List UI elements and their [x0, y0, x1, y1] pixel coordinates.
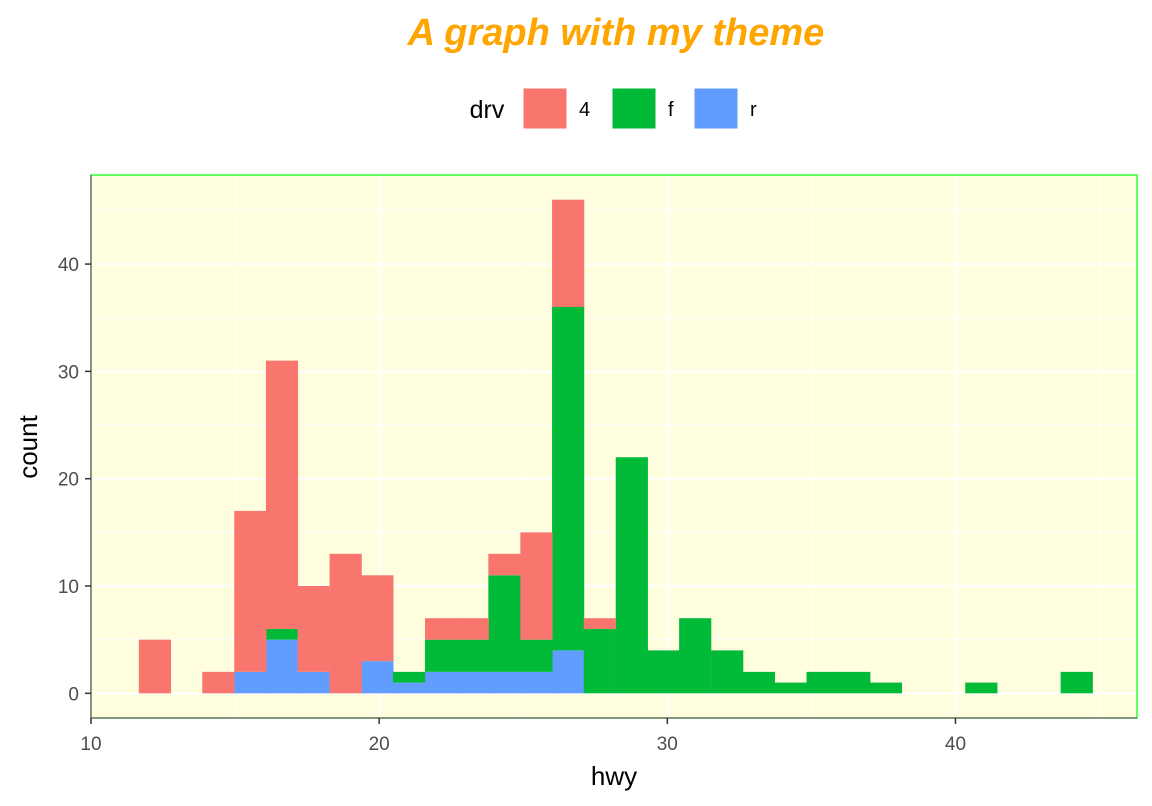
bar-f: [965, 682, 998, 694]
bar-f: [806, 671, 839, 694]
y-tick-label: 0: [68, 684, 79, 705]
bar-r: [488, 671, 521, 694]
legend-key-f: [611, 87, 657, 130]
bar-f: [647, 650, 680, 694]
bar-r: [552, 650, 585, 694]
y-tick-label: 10: [58, 577, 79, 598]
bar-r: [424, 671, 458, 694]
legend-key-r: [693, 87, 739, 130]
bar-4: [329, 553, 362, 694]
bar-f: [552, 306, 585, 651]
x-tick-label: 30: [657, 734, 678, 755]
bar-f: [679, 618, 712, 694]
bar-r: [456, 671, 489, 694]
y-axis-title: count: [13, 414, 43, 478]
bar-r: [234, 671, 267, 694]
bar-f: [1060, 671, 1093, 694]
y-tick-label: 30: [58, 362, 79, 383]
bar-r: [392, 682, 426, 694]
legend-key-4: [522, 87, 568, 130]
bar-f: [615, 457, 648, 694]
bar-4: [552, 199, 585, 307]
chart-title: A graph with my theme: [407, 12, 825, 54]
bar-4: [583, 618, 616, 629]
legend-label-4: 4: [579, 99, 590, 121]
legend: drv 4 f r: [470, 87, 757, 130]
bar-4: [361, 575, 394, 662]
x-axis: 10 20 30 40: [80, 717, 1137, 755]
bar-r: [265, 639, 299, 694]
bar-f: [392, 671, 426, 683]
x-tick-label: 10: [80, 734, 101, 755]
bar-f: [742, 671, 775, 694]
bar-f: [774, 682, 807, 694]
y-tick-label: 40: [58, 255, 79, 276]
bar-4: [488, 553, 521, 576]
bar-4: [424, 618, 458, 640]
bar-f: [583, 628, 616, 694]
bar-f: [869, 682, 903, 694]
bar-4: [265, 360, 299, 629]
legend-label-r: r: [750, 99, 757, 121]
bar-f: [424, 639, 458, 672]
bar-f: [265, 628, 299, 640]
x-tick-label: 40: [945, 734, 966, 755]
bar-4: [202, 671, 235, 694]
bar-4: [297, 586, 330, 672]
bar-f: [520, 639, 553, 672]
bar-f: [488, 575, 521, 672]
y-tick-label: 20: [58, 470, 79, 491]
bar-f: [838, 671, 871, 694]
bar-f: [711, 650, 744, 694]
bar-4: [456, 618, 489, 640]
bar-4: [234, 510, 267, 672]
y-axis: 0 10 20 30 40: [58, 175, 92, 718]
x-axis-title: hwy: [591, 761, 637, 791]
bar-r: [520, 671, 553, 694]
bar-4: [520, 532, 553, 640]
bar-4: [138, 639, 172, 694]
legend-title: drv: [470, 96, 505, 124]
x-tick-label: 20: [369, 734, 390, 755]
bar-f: [456, 639, 489, 672]
bar-r: [361, 661, 394, 694]
bars: [138, 199, 1093, 694]
legend-label-f: f: [668, 99, 674, 121]
bar-r: [297, 671, 330, 694]
